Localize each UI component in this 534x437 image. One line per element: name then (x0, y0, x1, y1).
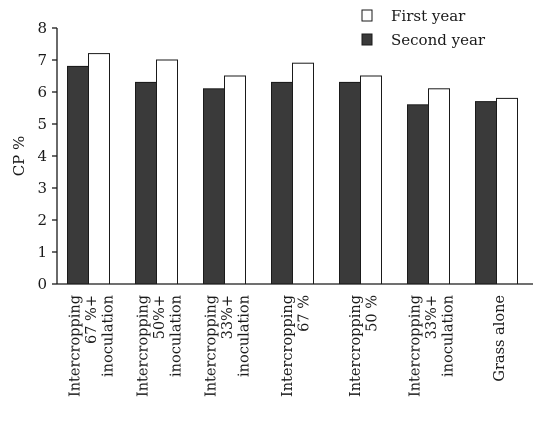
category-label: inoculation (237, 295, 253, 377)
bar-first-year-5 (360, 75, 382, 285)
bar-first-year-4 (292, 62, 314, 285)
category-label: inoculation (441, 295, 457, 377)
category-label: 67 % (296, 295, 312, 332)
category-labels: Intercropping 67 %+ inoculation Intercroppi… (68, 295, 509, 397)
category-label: inoculation (169, 295, 185, 377)
y-tick-label: 0 (37, 275, 47, 293)
bar-second-year-2 (135, 81, 157, 285)
bar-first-year-1 (88, 53, 110, 285)
category-label: 33%+ (220, 295, 236, 339)
category-label: 50 % (364, 295, 380, 332)
category-label: Intercropping (348, 295, 364, 397)
bar-second-year-6 (407, 104, 429, 285)
legend-label: First year (391, 7, 466, 25)
category-label: Intercropping (204, 295, 220, 397)
category-label: 33%+ (424, 295, 440, 339)
y-tick-label: 1 (37, 243, 47, 261)
bar-second-year-5 (339, 81, 361, 285)
bar-first-year-7 (496, 97, 518, 285)
bar-first-year-2 (156, 59, 178, 285)
y-tick-label: 4 (37, 147, 47, 165)
category-label: Intercropping (408, 295, 424, 397)
category-label: 67 %+ (84, 295, 100, 344)
category-label: Intercropping (68, 295, 84, 397)
y-tick-label: 6 (37, 83, 47, 101)
bar-second-year-4 (271, 81, 293, 285)
bar-second-year-7 (475, 101, 497, 285)
bars (67, 53, 518, 285)
bar-first-year-6 (428, 88, 450, 285)
category-label: Intercropping (280, 295, 296, 397)
category-label: inoculation (101, 295, 117, 377)
legend: First year Second year (361, 7, 486, 49)
legend-swatch (361, 33, 373, 46)
y-tick-label: 7 (37, 51, 47, 69)
legend-swatch (361, 9, 373, 22)
category-label: Grass alone (492, 295, 508, 382)
category-label: 50%+ (152, 295, 168, 339)
category-label: Intercropping (136, 295, 152, 397)
bar-first-year-3 (224, 75, 246, 285)
y-tick-label: 5 (37, 115, 47, 133)
y-axis-ticks: 0 1 2 3 4 5 6 7 8 (37, 19, 57, 293)
bar-second-year-1 (67, 65, 89, 285)
y-tick-label: 2 (37, 211, 47, 229)
y-axis-label: CP % (10, 136, 28, 177)
y-tick-label: 8 (37, 19, 47, 37)
y-tick-label: 3 (37, 179, 47, 197)
legend-label: Second year (391, 31, 486, 49)
bar-second-year-3 (203, 88, 225, 285)
